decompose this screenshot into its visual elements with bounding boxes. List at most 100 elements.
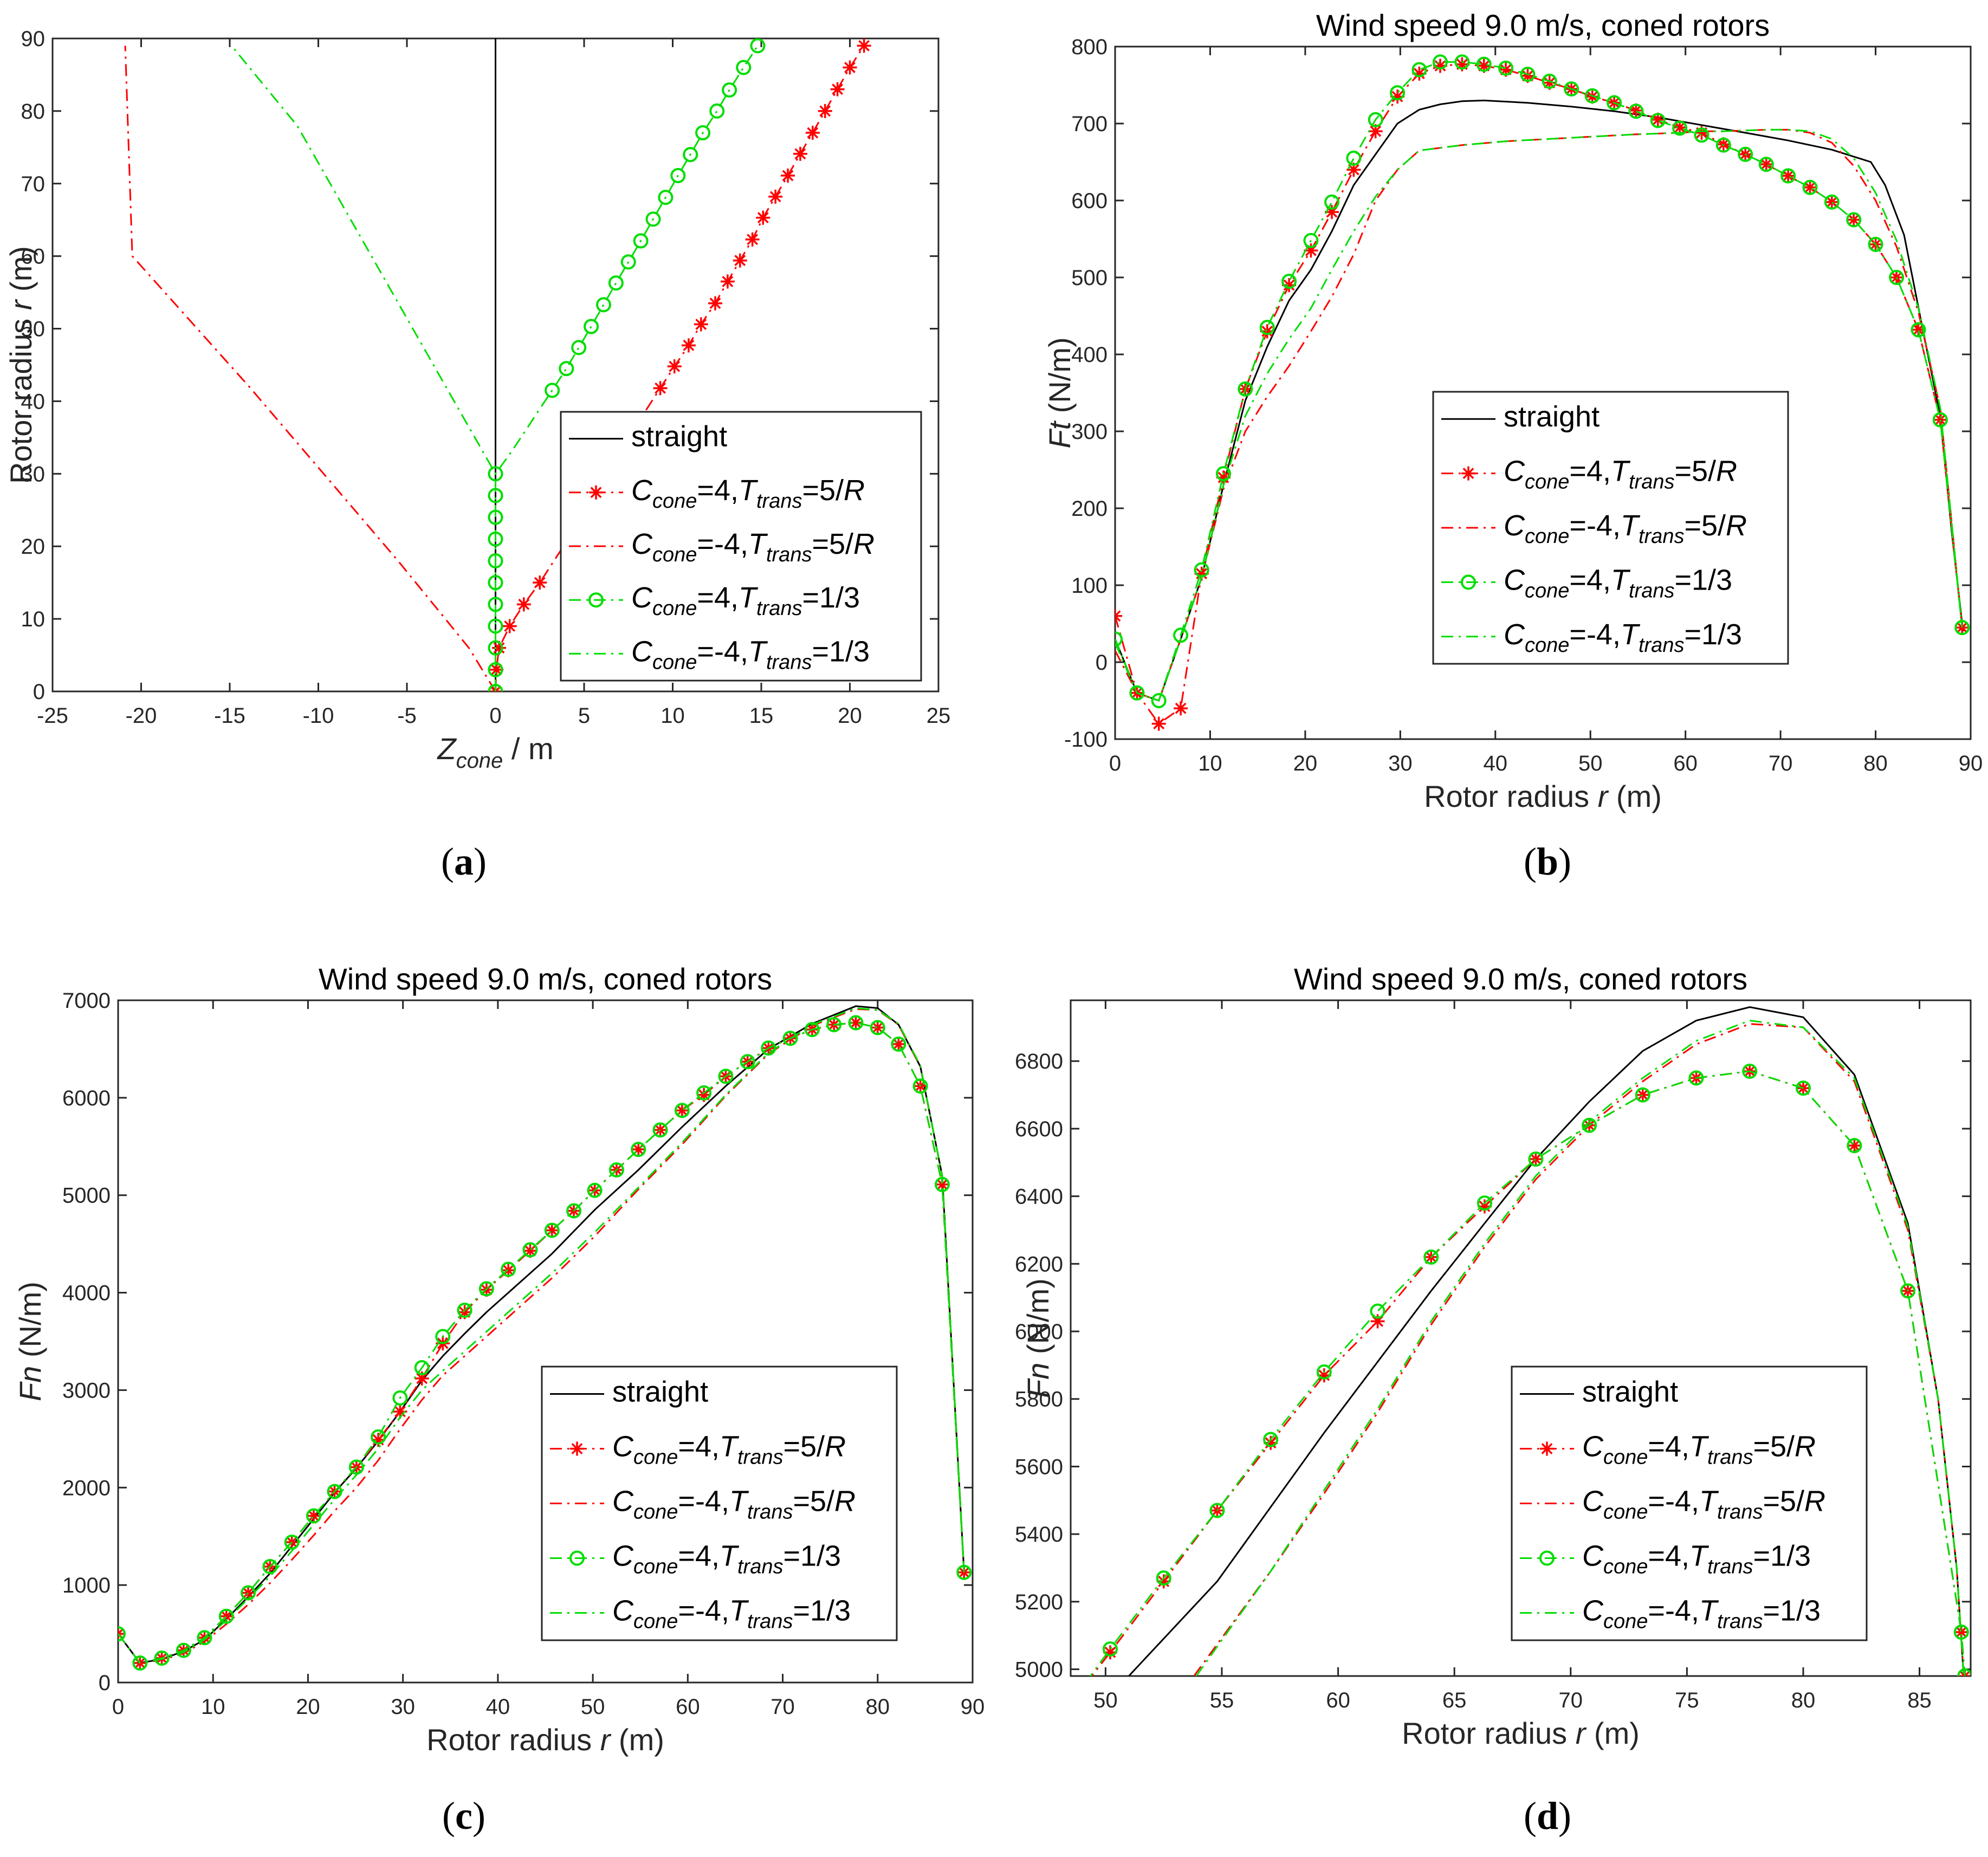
series-line-straight	[1115, 99, 1964, 702]
series-rn	[118, 1008, 965, 1664]
data-point	[522, 1242, 538, 1258]
series-gp	[1115, 54, 1970, 708]
x-tick-label: 85	[1907, 1688, 1932, 1712]
data-point	[1115, 631, 1123, 647]
legend: straight Ccone=4,Ttrans=5/R Ccone=-4,Ttran…	[560, 411, 922, 682]
y-tick-label: 90	[21, 27, 46, 51]
caption-letter: a	[454, 840, 474, 883]
legend-entry-gn: Ccone=-4,Ttrans=1/3	[612, 1595, 851, 1633]
legend-entry-rp: Ccone=4,Ttrans=5/R	[1582, 1431, 1816, 1469]
data-point	[848, 1015, 864, 1031]
x-tick-label: 80	[1863, 752, 1888, 775]
data-point	[870, 1020, 885, 1035]
data-point	[670, 168, 686, 184]
data-point	[733, 253, 747, 268]
data-point	[1673, 120, 1687, 135]
data-point	[935, 1177, 949, 1192]
data-point	[740, 1054, 755, 1070]
legend-entry-rp: Ccone=4,Ttrans=5/R	[612, 1431, 846, 1469]
y-tick-label: 70	[21, 172, 46, 196]
data-point	[683, 147, 698, 163]
x-tick-label: 20	[1293, 752, 1318, 775]
legend-entry-gp: Ccone=4,Ttrans=1/3	[612, 1540, 841, 1578]
y-tick-label: 6600	[1015, 1117, 1063, 1141]
y-tick-label: 300	[1071, 420, 1108, 444]
x-tick-label: 0	[112, 1695, 124, 1719]
series-line-rn	[118, 1008, 965, 1664]
data-point	[1317, 1368, 1331, 1383]
data-point	[709, 103, 725, 119]
panel-c: 0 10 20 30 40 50 60 70 80 90 0 1000 2000 3000 4000 5000…	[13, 962, 985, 1837]
data-point	[392, 1390, 408, 1406]
data-point	[708, 296, 722, 310]
data-point	[805, 126, 820, 140]
data-point	[653, 381, 668, 396]
data-point	[545, 1223, 559, 1238]
data-point	[435, 1329, 451, 1344]
data-point	[1259, 320, 1275, 335]
data-point	[1635, 1087, 1650, 1103]
data-point	[1529, 1152, 1543, 1167]
legend-entry-rp: Ccone=4,Ttrans=5/R	[631, 474, 865, 513]
data-point	[1955, 620, 1970, 635]
data-point	[1759, 157, 1773, 172]
x-axis-label: Rotor radius r (m)	[1424, 779, 1662, 813]
data-point	[501, 1261, 516, 1277]
y-tick-label: 7000	[62, 989, 111, 1013]
data-point	[697, 1088, 711, 1102]
data-point	[793, 146, 807, 161]
x-tick-label: 15	[749, 704, 774, 728]
data-point	[652, 1122, 668, 1138]
data-point	[118, 1626, 126, 1642]
data-point	[658, 190, 674, 205]
data-point	[1370, 1303, 1385, 1319]
legend-entry-gn: Ccone=-4,Ttrans=1/3	[1504, 618, 1742, 657]
data-point	[1304, 243, 1318, 258]
series-rn	[124, 46, 496, 691]
y-tick-label: 600	[1071, 189, 1108, 213]
y-tick-label: 2000	[62, 1476, 111, 1500]
data-point	[1803, 180, 1817, 195]
y-tick-label: 5000	[62, 1184, 111, 1208]
data-point	[1738, 146, 1753, 162]
data-point	[667, 359, 682, 374]
data-point	[1954, 620, 1970, 636]
data-point	[1694, 127, 1709, 143]
legend: straight Ccone=4,Ttrans=5/R Ccone=-4,Ttran…	[1432, 391, 1789, 665]
data-point	[1173, 627, 1189, 643]
data-point	[559, 361, 574, 377]
data-point	[241, 1586, 256, 1600]
data-point	[1129, 685, 1145, 701]
data-point	[587, 1182, 603, 1198]
y-tick-label: 800	[1071, 35, 1108, 59]
x-tick-label: 60	[1326, 1688, 1350, 1712]
panel-a: -25 -20 -15 -10 -5 0 5 10 15 20 25 0 10 20 30 40 50 60 70 8…	[4, 27, 950, 883]
legend-entry-straight: straight	[1582, 1376, 1678, 1408]
data-point	[1499, 62, 1513, 77]
panel-caption: (d)	[1524, 1794, 1571, 1837]
y-tick-label: 0	[99, 1671, 111, 1695]
series-line-gn	[231, 45, 496, 691]
legend-entry-rn: Ccone=-4,Ttrans=5/R	[631, 528, 875, 566]
data-point	[695, 125, 711, 141]
data-point	[1115, 609, 1122, 623]
legend-marker	[1461, 466, 1475, 481]
data-point	[781, 169, 795, 183]
data-point	[718, 1069, 734, 1084]
data-point	[284, 1535, 300, 1550]
data-point	[608, 1162, 624, 1177]
data-point	[492, 640, 507, 655]
y-tick-label: 0	[33, 680, 45, 704]
x-tick-label: 30	[1388, 752, 1413, 775]
data-point	[1316, 1364, 1332, 1380]
y-tick-label: 5400	[1015, 1523, 1063, 1547]
data-point	[782, 1031, 798, 1046]
y-tick-label: 6800	[1015, 1050, 1063, 1073]
x-tick-label: 50	[1093, 1688, 1118, 1712]
caption-letter: b	[1537, 840, 1558, 883]
data-point	[1781, 169, 1796, 183]
x-tick-label: 25	[927, 704, 951, 728]
series-gn	[231, 45, 496, 691]
x-tick-label: 30	[391, 1695, 415, 1719]
